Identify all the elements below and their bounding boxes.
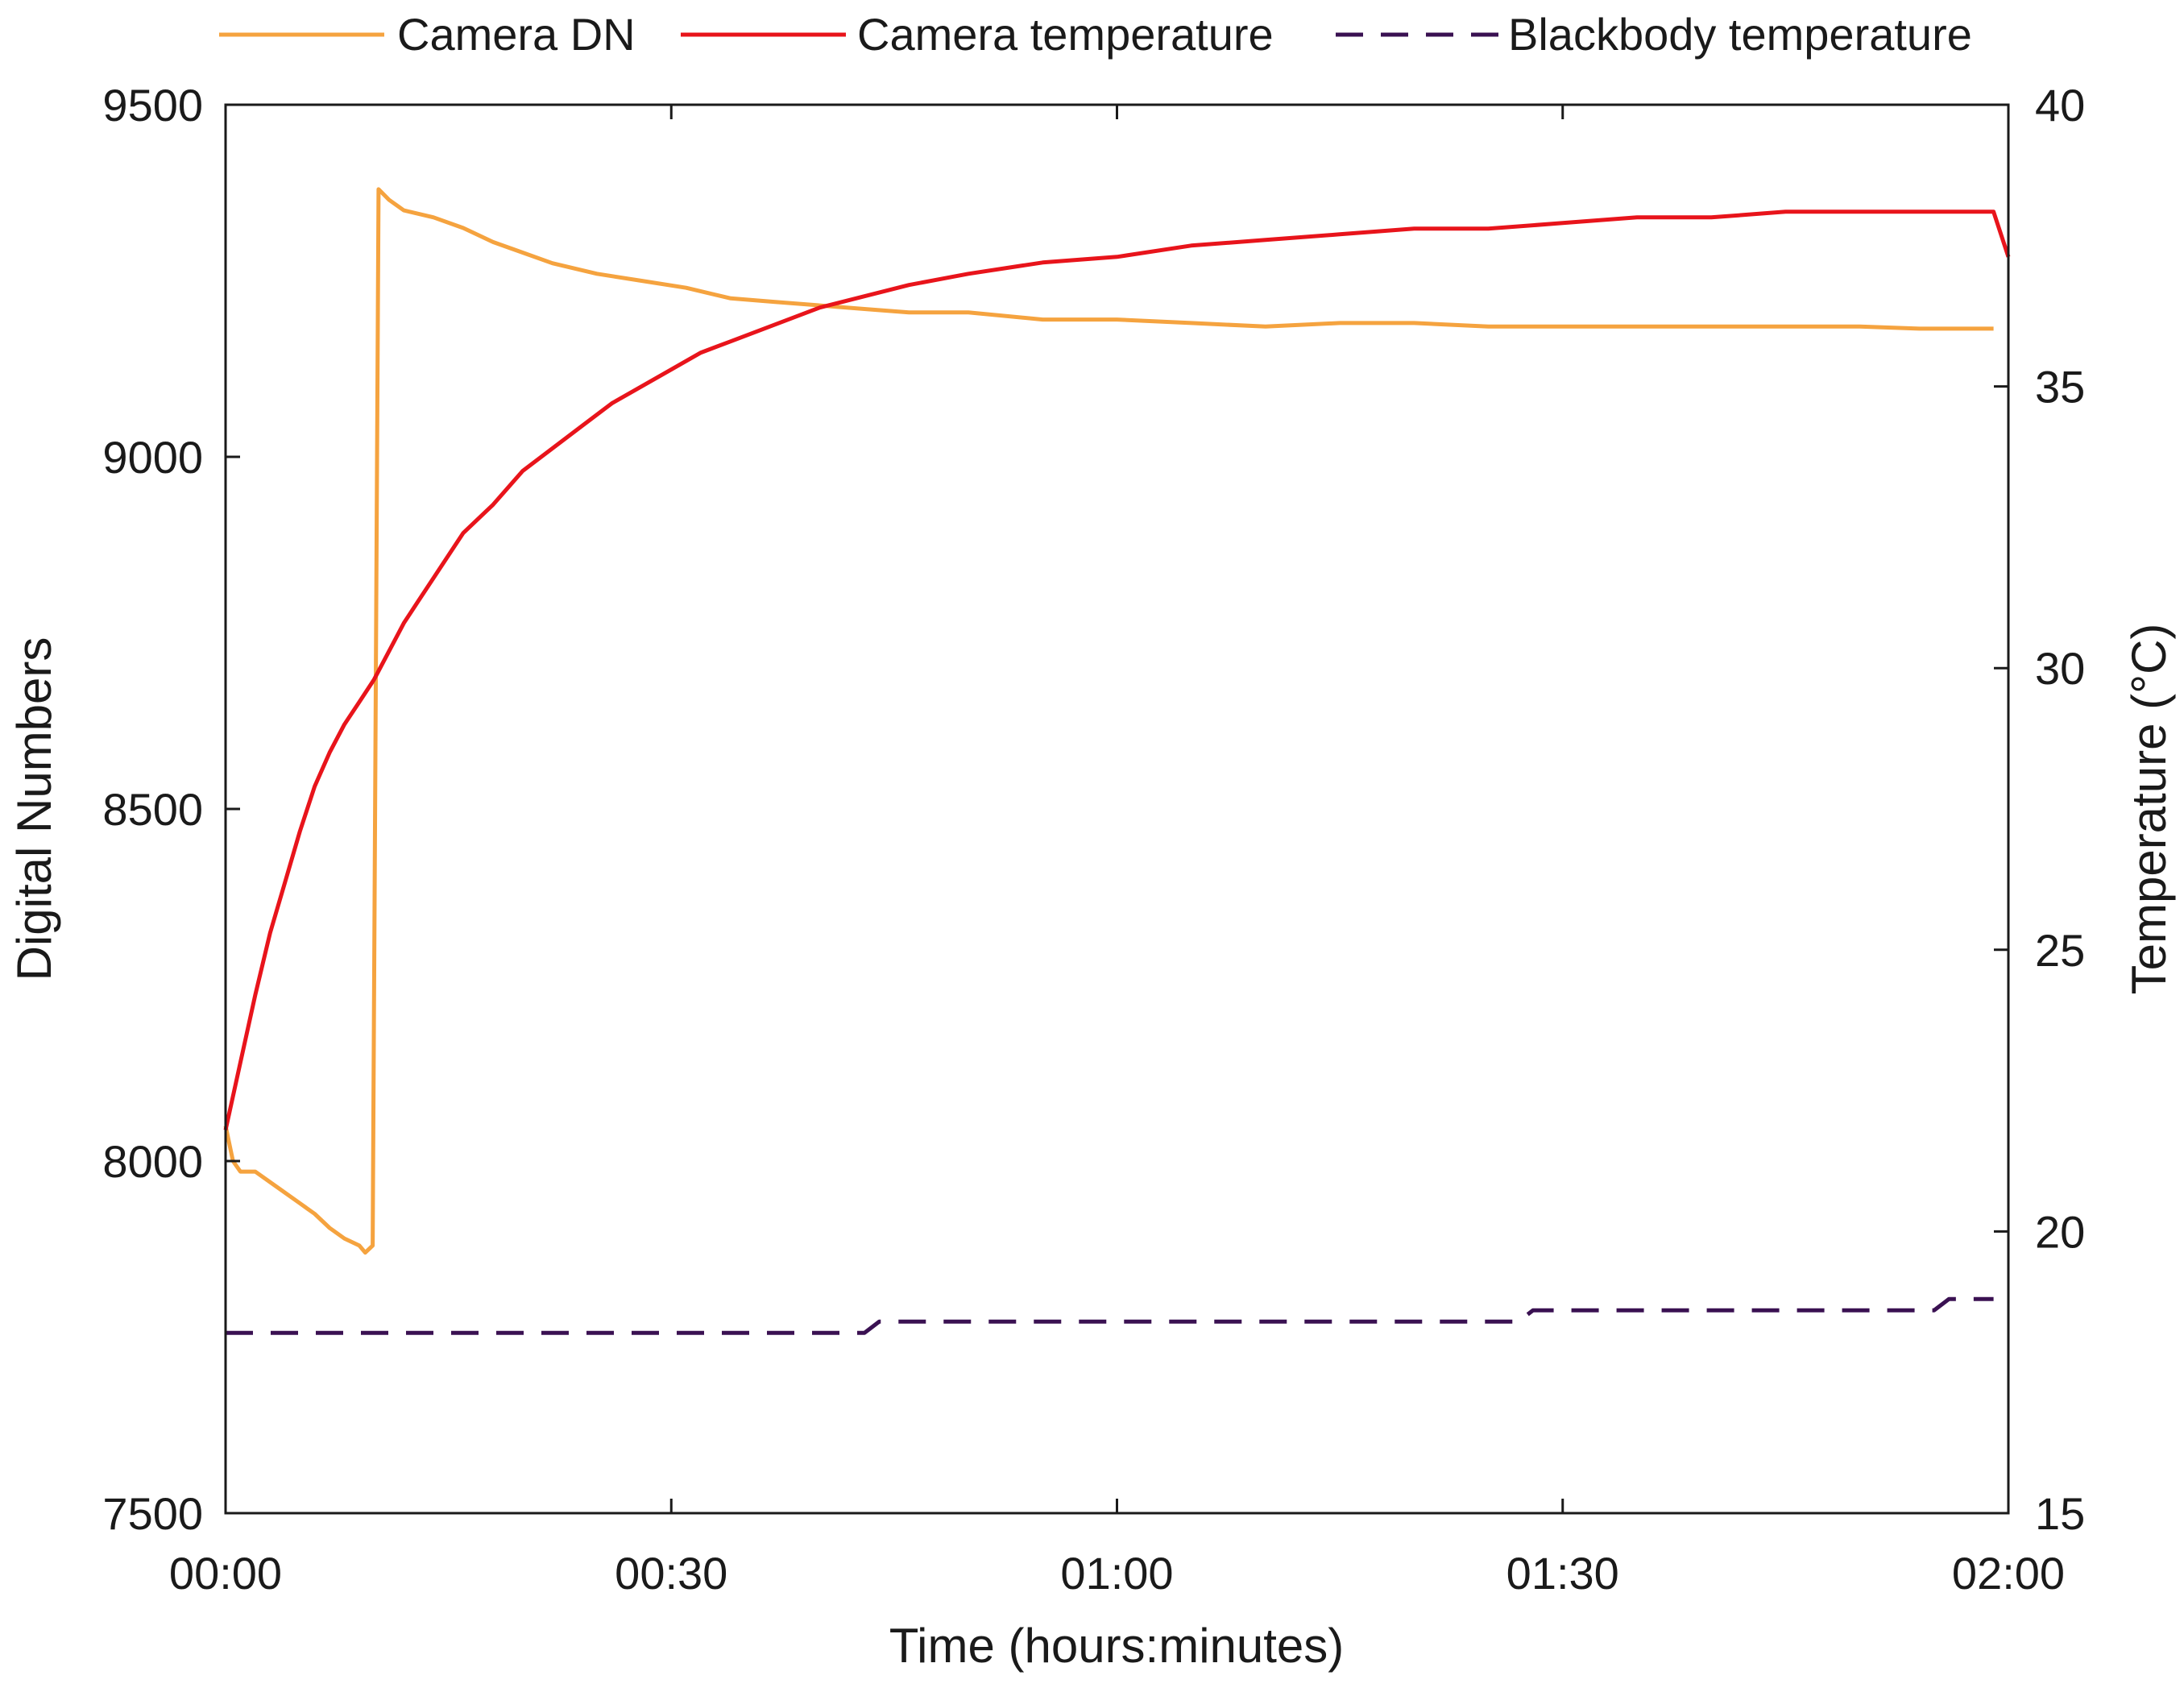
y2-axis-title: Temperature (°C) — [2122, 624, 2176, 995]
y2-tick-label: 20 — [2035, 1206, 2085, 1257]
series-line-camera-dn — [223, 187, 1994, 1255]
series-layer — [223, 187, 2011, 1335]
legend-label-camera-dn: Camera DN — [397, 9, 636, 60]
series-line-blackbody-temperature — [226, 1296, 1994, 1335]
y2-tick-label: 30 — [2035, 643, 2085, 694]
series-line-camera-temperature — [223, 209, 2011, 1131]
y-tick-label: 9000 — [102, 432, 203, 483]
x-tick-label: 00:30 — [615, 1548, 727, 1599]
y2-tick-label: 25 — [2035, 925, 2085, 976]
x-tick-label: 01:00 — [1060, 1548, 1173, 1599]
legend-label-camera-temperature: Camera temperature — [857, 9, 1274, 60]
y2-tick-label: 15 — [2035, 1488, 2085, 1539]
y-tick-label: 8500 — [102, 784, 203, 835]
legend-label-blackbody-temperature: Blackbody temperature — [1508, 9, 1972, 60]
x-tick-label: 00:00 — [169, 1548, 282, 1599]
y-axis-title: Digital Numbers — [7, 637, 61, 981]
y2-tick-label: 35 — [2035, 362, 2085, 413]
y2-tick-label: 40 — [2035, 80, 2085, 131]
x-tick-label: 01:30 — [1506, 1548, 1619, 1599]
ticks-layer: 00:00 00:30 01:00 01:30 02:00 7500 8000 8500 900… — [102, 80, 2085, 1599]
y-tick-label: 9500 — [102, 80, 203, 131]
legend: Camera DN Camera temperature Blackbody t… — [219, 9, 1972, 60]
y-tick-label: 7500 — [102, 1488, 203, 1539]
y-tick-label: 8000 — [102, 1136, 203, 1187]
x-tick-label: 02:00 — [1952, 1548, 2065, 1599]
x-axis-title: Time (hours:minutes) — [889, 1619, 1345, 1673]
